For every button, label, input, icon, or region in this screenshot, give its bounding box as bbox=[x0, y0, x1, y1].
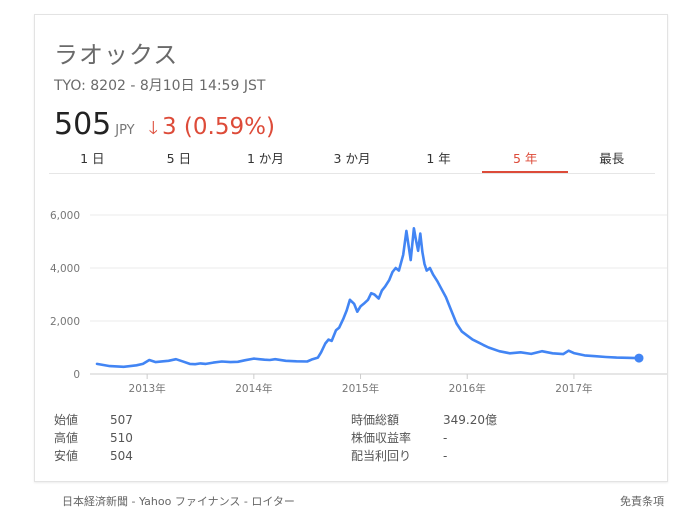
stat-label: 株価収益率 bbox=[351, 431, 412, 445]
y-tick-label: 6,000 bbox=[50, 210, 80, 222]
stat-label: 安値 bbox=[54, 449, 79, 463]
last-price-point bbox=[634, 353, 644, 363]
company-name: ラオックス bbox=[54, 41, 179, 69]
price-change: 3 (0.59%) bbox=[161, 114, 275, 140]
stats-right: 時価総額 349.20億 株価収益率 - 配当利回り - bbox=[351, 411, 497, 465]
tab-max[interactable]: 最長 bbox=[599, 151, 625, 166]
stock-card: ラオックス TYO: 8202 - 8月10日 14:59 JST 505 JP… bbox=[34, 14, 668, 482]
stat-label: 始値 bbox=[54, 413, 79, 427]
stat-label: 高値 bbox=[54, 431, 79, 445]
disclaimer-link[interactable]: 免責条項 bbox=[620, 495, 664, 508]
price-line bbox=[95, 227, 641, 369]
y-tick-label: 2,000 bbox=[50, 316, 80, 328]
x-tick-label: 2015年 bbox=[342, 382, 379, 395]
y-axis: 0 2,000 4,000 6,000 bbox=[50, 210, 80, 381]
stat-value: - bbox=[443, 449, 448, 463]
y-tick-label: 0 bbox=[73, 369, 80, 381]
stat-market-cap: 時価総額 349.20億 bbox=[351, 411, 497, 429]
current-price: 505 bbox=[54, 107, 112, 142]
x-tick-label: 2016年 bbox=[449, 382, 486, 395]
stat-value: 504 bbox=[110, 449, 133, 463]
tab-3-month[interactable]: 3 か月 bbox=[333, 151, 371, 166]
stat-open: 始値 507 bbox=[54, 411, 133, 429]
currency-label: JPY bbox=[115, 123, 135, 138]
stat-value: 510 bbox=[110, 431, 133, 445]
y-tick-label: 4,000 bbox=[50, 263, 80, 275]
stat-value: - bbox=[443, 431, 448, 445]
tab-1-year[interactable]: 1 年 bbox=[426, 151, 451, 166]
range-tabs: 1 日 5 日 1 か月 3 か月 1 年 5 年 最長 bbox=[49, 149, 655, 174]
tab-1-month[interactable]: 1 か月 bbox=[246, 151, 284, 166]
x-tick-label: 2014年 bbox=[235, 382, 272, 395]
x-axis: 2013年 2014年 2015年 2016年 2017年 bbox=[129, 374, 593, 395]
stat-value: 507 bbox=[110, 413, 133, 427]
tab-1-day[interactable]: 1 日 bbox=[80, 151, 105, 166]
tab-5-day[interactable]: 5 日 bbox=[166, 151, 192, 166]
down-arrow-icon: 🡓 bbox=[148, 118, 158, 139]
stat-low: 安値 504 bbox=[54, 447, 133, 465]
chart-grid bbox=[90, 214, 667, 375]
ticker-timestamp: TYO: 8202 - 8月10日 14:59 JST bbox=[54, 78, 266, 94]
stats-left: 始値 507 高値 510 安値 504 bbox=[54, 411, 133, 465]
stat-high: 高値 510 bbox=[54, 429, 133, 447]
x-tick-label: 2017年 bbox=[555, 382, 592, 395]
stat-pe-ratio: 株価収益率 - bbox=[351, 429, 497, 447]
stat-value: 349.20億 bbox=[443, 413, 497, 427]
x-tick-label: 2013年 bbox=[129, 382, 166, 395]
data-source-credits: 日本経済新聞 - Yahoo ファイナンス - ロイター bbox=[62, 495, 295, 508]
tab-5-year[interactable]: 5 年 bbox=[481, 149, 569, 173]
stat-label: 配当利回り bbox=[351, 449, 412, 463]
stat-label: 時価総額 bbox=[351, 413, 400, 427]
stat-dividend-yield: 配当利回り - bbox=[351, 447, 497, 465]
price-row: 505 JPY 🡓 3 (0.59%) bbox=[54, 107, 275, 146]
